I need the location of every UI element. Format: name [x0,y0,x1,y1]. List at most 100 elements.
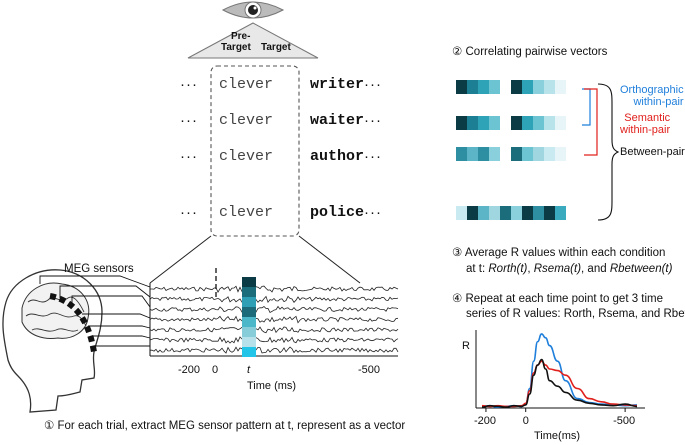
dots-left: ··· [180,148,198,165]
corr-cell [500,147,511,161]
meg-trace [149,326,399,334]
r-chart-xlabel: Time(ms) [534,430,581,442]
dots-left: ··· [180,204,198,221]
corr-cell [555,147,566,161]
r-between-symbol: Rbetween(t) [609,263,673,275]
corr-cell [489,147,500,161]
meg-vector-cell [242,297,256,307]
r-series-sema [481,360,638,408]
sensor-leaders [39,275,151,347]
corr-cell [489,206,500,220]
projection-line-left [149,235,212,284]
pretarget-label: Pre- [231,32,250,42]
corr-cell [511,116,522,130]
corr-cell [533,206,544,220]
dots-right: ··· [364,204,382,221]
corr-cell [500,80,511,94]
corr-cell [522,80,533,94]
r-chart-tick-label: -200 [473,415,496,427]
correlation-vectors [456,80,566,220]
dots-right: ··· [364,76,382,93]
meg-vector-cell [242,337,256,347]
corr-cell [522,147,533,161]
corr-cell [511,147,522,161]
corr-cell [500,116,511,130]
corr-cell [555,206,566,220]
r-chart-tick-label: -500 [613,415,636,427]
meg-xlabel: Time (ms) [247,380,297,392]
meg-vector-cell [242,347,256,357]
corr-cell [456,206,467,220]
meg-trace [149,295,399,304]
corr-cell [478,116,489,130]
dots-left: ··· [180,112,198,129]
meg-trace [149,346,399,354]
corr-cell [533,147,544,161]
target-word-police: police [310,204,365,221]
meg-vector-cell [242,317,256,327]
r-chart [475,330,645,412]
corr-cell [467,206,478,220]
pretarget-label-line2: Target [221,42,251,53]
corr-cell [456,80,467,94]
orth-label-line1: Orthographic [620,84,684,96]
meg-trace [149,336,399,344]
orth-label: Orthographic within-pair [620,84,684,108]
corr-cell [544,116,555,130]
corr-cell [555,116,566,130]
step3-line2: at t: Rorth(t), Rsema(t), and Rbetween(t… [466,263,673,275]
sema-label-line1: Semantic [624,112,671,124]
orth-bracket [582,88,591,126]
meg-trace [149,305,399,314]
step4-line2: series of R values: Rorth, Rsema, and Rb… [466,308,685,320]
between-brace [597,83,620,221]
pretarget-word: clever [219,112,274,129]
step3-prefix: at t: [466,263,489,275]
corr-cell [511,206,522,220]
r-sema-symbol: Rsema(t) [533,263,582,275]
orth-label-line2: within-pair [633,96,684,108]
sema-label-line2: within-pair [620,124,671,136]
pretarget-word: clever [219,204,274,221]
sema-bracket [584,88,598,156]
pretarget-label-line1: Pre- [231,31,251,42]
corr-cell [478,147,489,161]
corr-cell [544,206,555,220]
target-word-writer: writer [310,76,365,93]
pretarget-word: clever [219,76,274,93]
meg-trace [150,285,399,293]
meg-tick-0: 0 [212,364,219,376]
meg-traces [149,285,399,354]
corr-cell [555,80,566,94]
corr-cell [467,147,478,161]
corr-cell [478,206,489,220]
corr-cell [478,80,489,94]
corr-cell [467,116,478,130]
sensor-arc [49,293,97,353]
target-word-waiter: waiter [310,112,365,129]
pretarget-box [210,65,300,237]
sema-label: Semantic within-pair [620,112,670,136]
meg-tick-minus200: -200 [178,364,201,376]
dots-left: ··· [180,76,198,93]
meg-vector-cell [242,277,256,287]
corr-cell [489,80,500,94]
corr-cell [533,80,544,94]
step3-line1: ③ Average R values within each condition [452,247,666,259]
meg-vector-cell [242,287,256,297]
meg-sensors-label: MEG sensors [64,263,134,275]
dots-right: ··· [364,112,382,129]
r-chart-ylabel: R [462,340,470,352]
corr-cell [467,80,478,94]
corr-cell [456,116,467,130]
dots-right: ··· [364,148,382,165]
and-word: , and [581,263,610,275]
projection-line-right [298,235,361,284]
pretarget-word: clever [219,148,274,165]
corr-cell [522,116,533,130]
corr-cell [500,206,511,220]
r-orth-symbol: Rorth(t) [488,263,528,275]
corr-cell [511,80,522,94]
target-label: Target [261,42,291,53]
